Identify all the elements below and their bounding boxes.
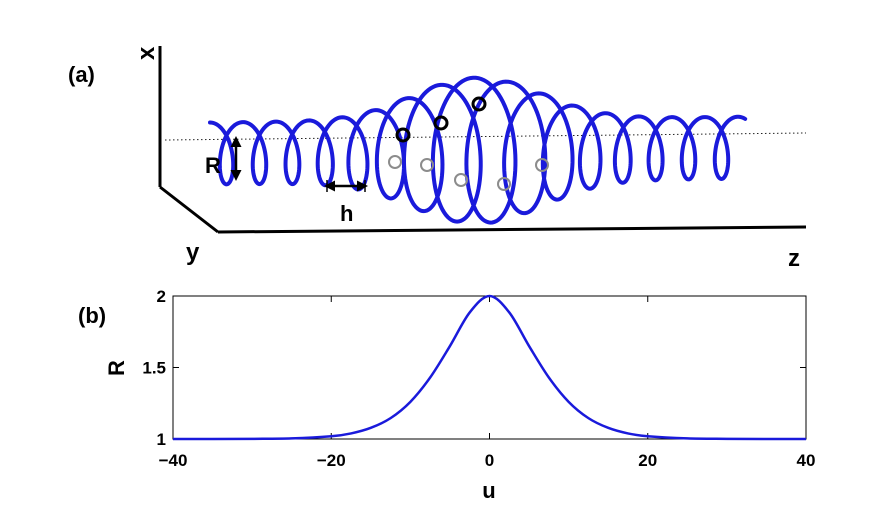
y-axis-line (159, 185, 219, 234)
black-marker-1 (395, 127, 411, 143)
panel-b: (b) −40 −20 0 20 40 11.52 u R (78, 287, 815, 503)
radius-annotation: R (205, 136, 242, 181)
helix-axis-dotted (164, 132, 807, 141)
pitch-label: h (340, 201, 353, 226)
y-ticks: 11.52 (142, 287, 806, 449)
x-tick-label: 40 (797, 451, 816, 470)
black-marker-3 (471, 96, 487, 112)
black-marker-2 (433, 115, 449, 131)
x-axis-title: u (482, 478, 495, 503)
gray-marker-2 (420, 158, 434, 172)
panel-a: (a) x y z R h (68, 46, 807, 272)
x-tick-label: −20 (317, 451, 346, 470)
panel-b-label: (b) (78, 303, 106, 328)
gray-marker-5 (535, 158, 549, 172)
x-axis-letter: x (133, 46, 160, 60)
pitch-annotation: h (324, 180, 368, 226)
x-tick-label: 20 (638, 451, 657, 470)
z-axis-line (217, 225, 807, 234)
z-axis-letter: z (788, 245, 800, 272)
gray-marker-4 (497, 177, 511, 191)
y-tick-label: 1 (157, 430, 166, 449)
x-ticks: −40 −20 0 20 40 (159, 296, 816, 470)
series-line (172, 294, 807, 441)
x-tick-label: −40 (159, 451, 188, 470)
x-tick-label: 0 (485, 451, 494, 470)
helix-curve (208, 75, 748, 225)
y-axis-title: R (104, 360, 129, 376)
gray-marker-3 (454, 173, 468, 187)
plot-frame (172, 295, 807, 440)
gray-marker-1 (388, 155, 402, 169)
radius-label: R (205, 153, 221, 178)
y-tick-label: 1.5 (142, 359, 166, 378)
y-tick-label: 2 (157, 287, 166, 306)
y-axis-letter: y (186, 239, 200, 266)
panel-a-label: (a) (68, 62, 95, 87)
